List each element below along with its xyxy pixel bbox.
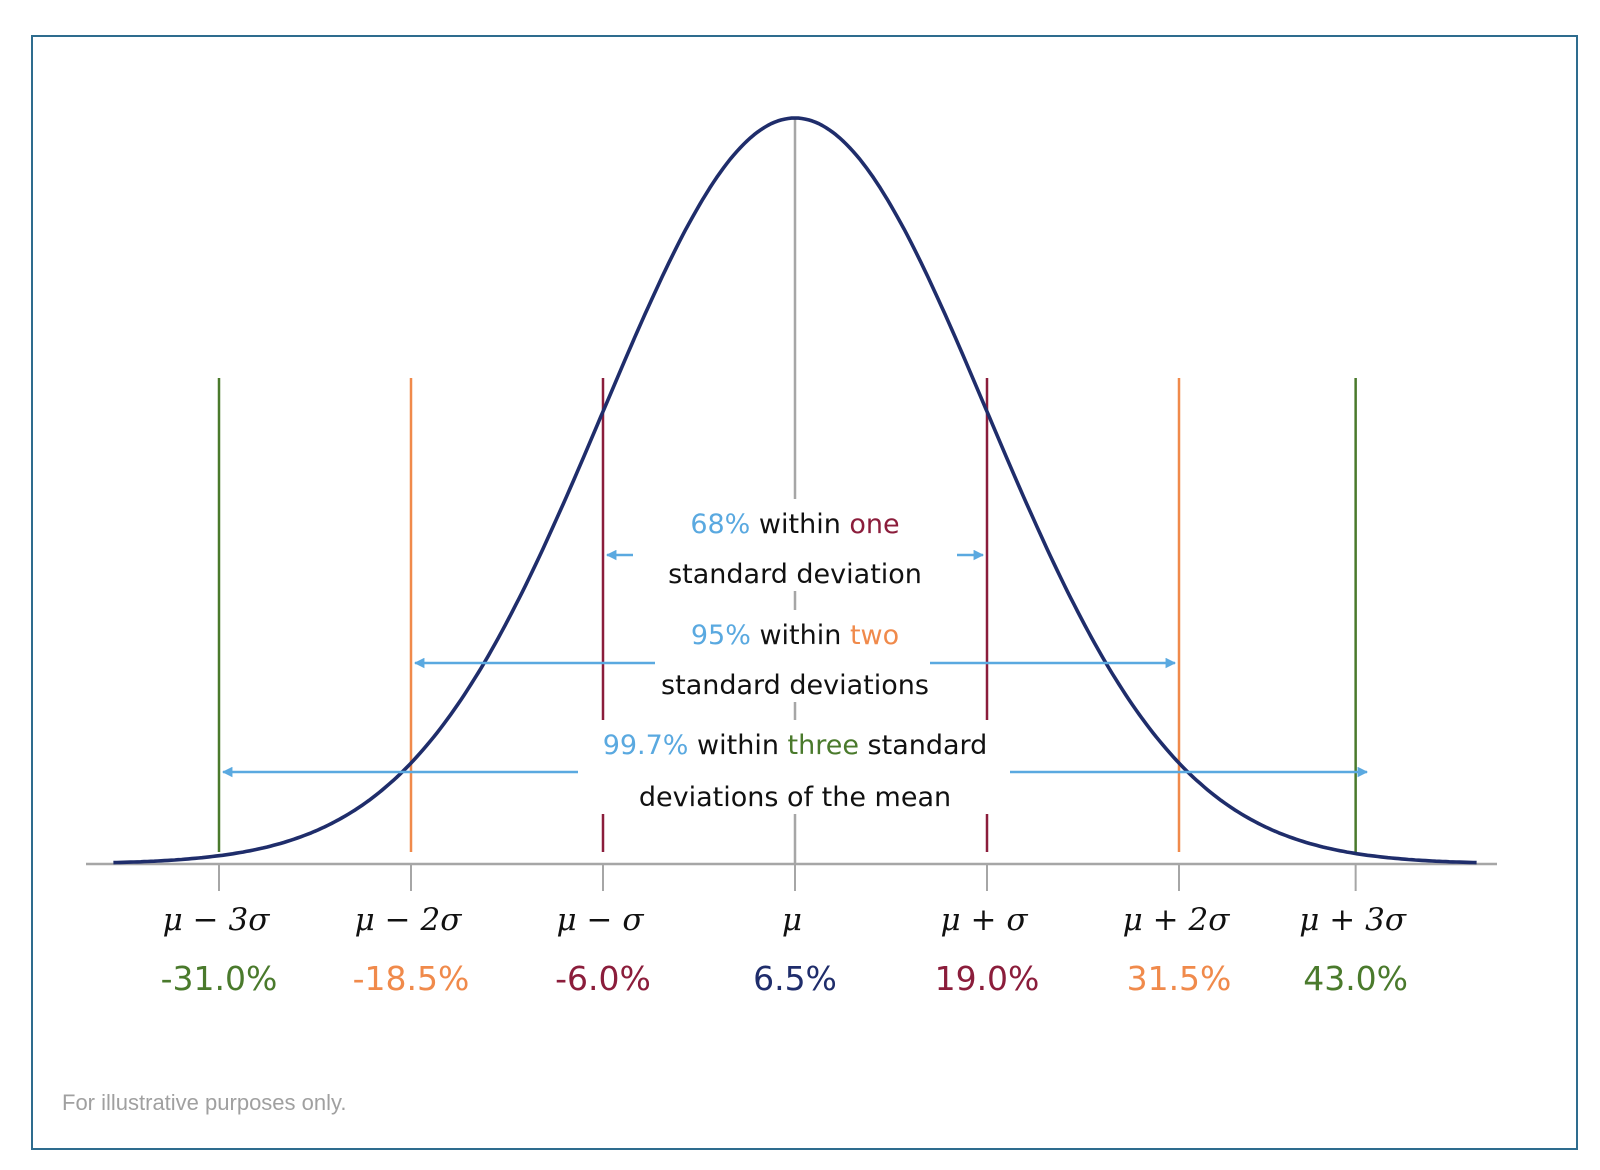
annotation-mid-1: within xyxy=(751,620,850,651)
tick-symbol-0: μ − 3σ xyxy=(163,902,271,938)
annotation-pct-2: 99.7% xyxy=(603,730,689,761)
tick-symbol-4: μ + σ xyxy=(941,902,1029,938)
tick-value-0: -31.0% xyxy=(161,959,278,998)
annotation-pct-1: 95% xyxy=(691,620,751,651)
tick-value-1: -18.5% xyxy=(353,959,470,998)
annotation-word-1: two xyxy=(850,620,899,651)
tick-value-5: 31.5% xyxy=(1127,959,1232,998)
annotation-line2-1: standard deviations xyxy=(661,670,929,701)
annotation-line2-0: standard deviation xyxy=(668,559,922,590)
tick-value-3: 6.5% xyxy=(753,959,837,998)
annotation-line1-1: 95% within two xyxy=(691,620,899,651)
annotation-line1-0: 68% within one xyxy=(690,509,899,540)
tick-symbol-2: μ − σ xyxy=(557,902,645,938)
annotation-mid-2: within xyxy=(688,730,787,761)
bell-curve-chart: 68% within one standard deviation 95% with… xyxy=(0,0,1600,1170)
annotation-mid-0: within xyxy=(750,509,849,540)
tick-symbol-3: μ xyxy=(782,902,802,938)
annotation-word-2: three xyxy=(788,730,859,761)
tick-symbol-6: μ + 3σ xyxy=(1299,902,1407,938)
annotation-pct-0: 68% xyxy=(690,509,750,540)
footnote: For illustrative purposes only. xyxy=(62,1090,347,1116)
annotation-line2-2: deviations of the mean xyxy=(639,782,951,813)
tick-value-2: -6.0% xyxy=(555,959,651,998)
tick-symbol-1: μ − 2σ xyxy=(355,902,463,938)
tick-value-4: 19.0% xyxy=(935,959,1040,998)
tick-value-6: 43.0% xyxy=(1303,959,1408,998)
annotation-line1-2: 99.7% within three standard xyxy=(603,730,988,761)
annotation-rest-2: standard xyxy=(859,730,987,761)
tick-symbol-5: μ + 2σ xyxy=(1123,902,1231,938)
annotation-word-0: one xyxy=(849,509,899,540)
